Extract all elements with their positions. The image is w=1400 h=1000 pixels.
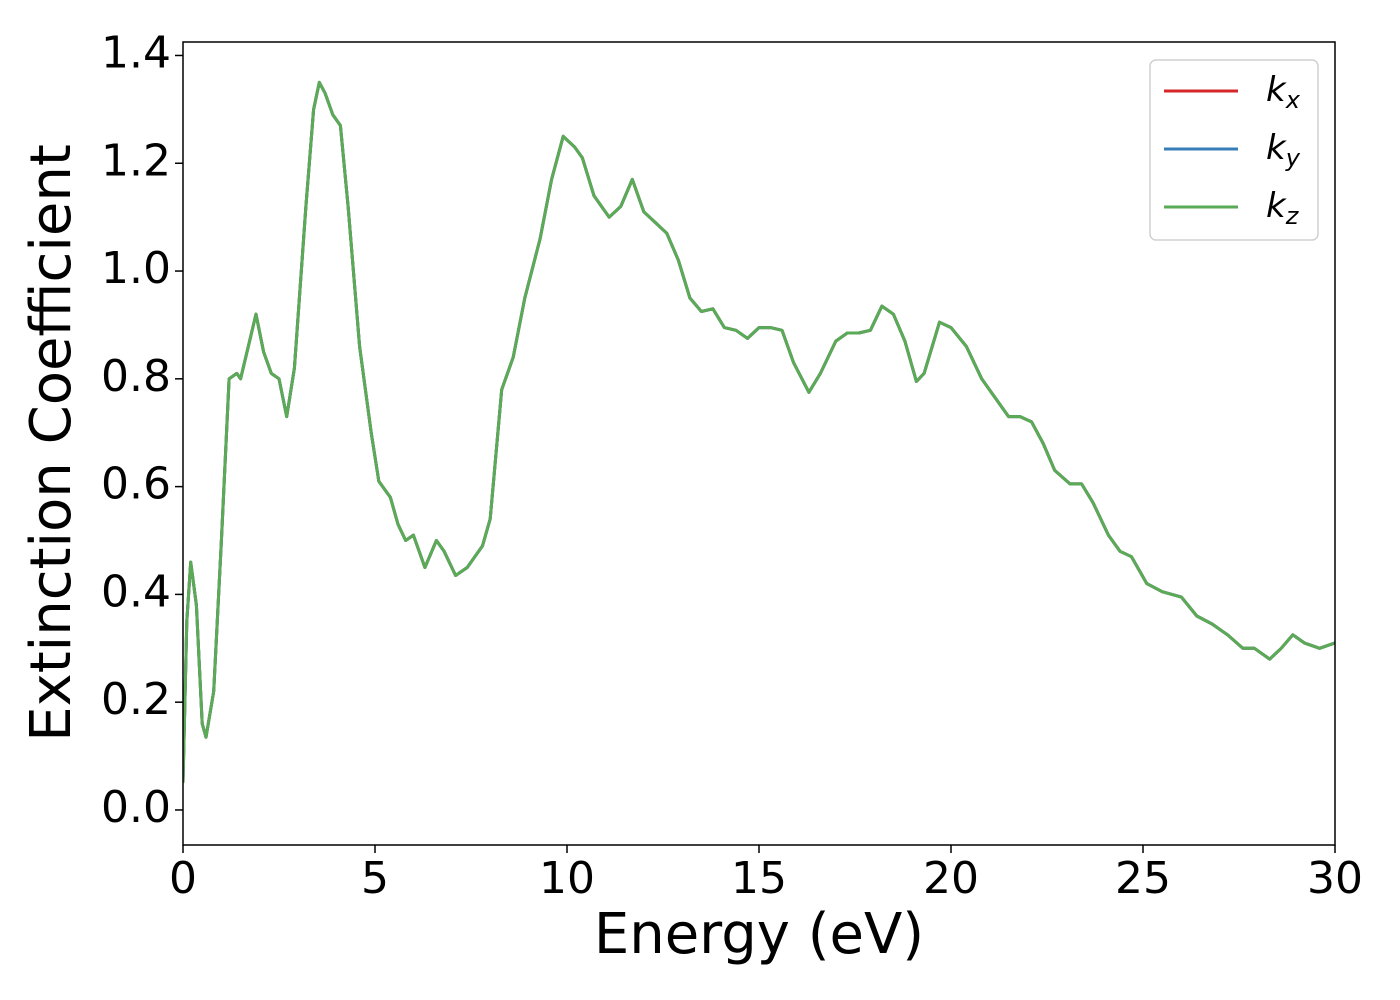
x-tick-label: 15 <box>731 853 787 904</box>
y-tick-label: 0.0 <box>101 782 171 833</box>
data-line <box>183 80 1335 784</box>
x-tick-label: 10 <box>539 853 595 904</box>
y-tick-label: 0.8 <box>101 351 171 402</box>
y-tick-label: 1.0 <box>101 243 171 294</box>
y-tick-label: 1.2 <box>101 135 171 186</box>
x-tick-label: 20 <box>923 853 979 904</box>
x-axis-label: Energy (eV) <box>594 902 924 967</box>
x-tick-label: 0 <box>169 853 197 904</box>
x-tick-label: 30 <box>1307 853 1363 904</box>
plot-frame <box>182 41 1336 846</box>
legend-label: kz <box>1266 186 1300 231</box>
x-tick-label: 25 <box>1115 853 1171 904</box>
y-tick-label: 0.6 <box>101 459 171 510</box>
y-tick-label: 0.2 <box>101 674 171 725</box>
y-tick-label: 0.4 <box>101 566 171 617</box>
legend-label: ky <box>1266 128 1301 173</box>
y-axis-label: Extinction Coefficient <box>19 144 84 742</box>
x-tick-label: 5 <box>361 853 389 904</box>
y-tick-label: 1.4 <box>101 27 171 78</box>
legend-label: kx <box>1266 70 1301 115</box>
